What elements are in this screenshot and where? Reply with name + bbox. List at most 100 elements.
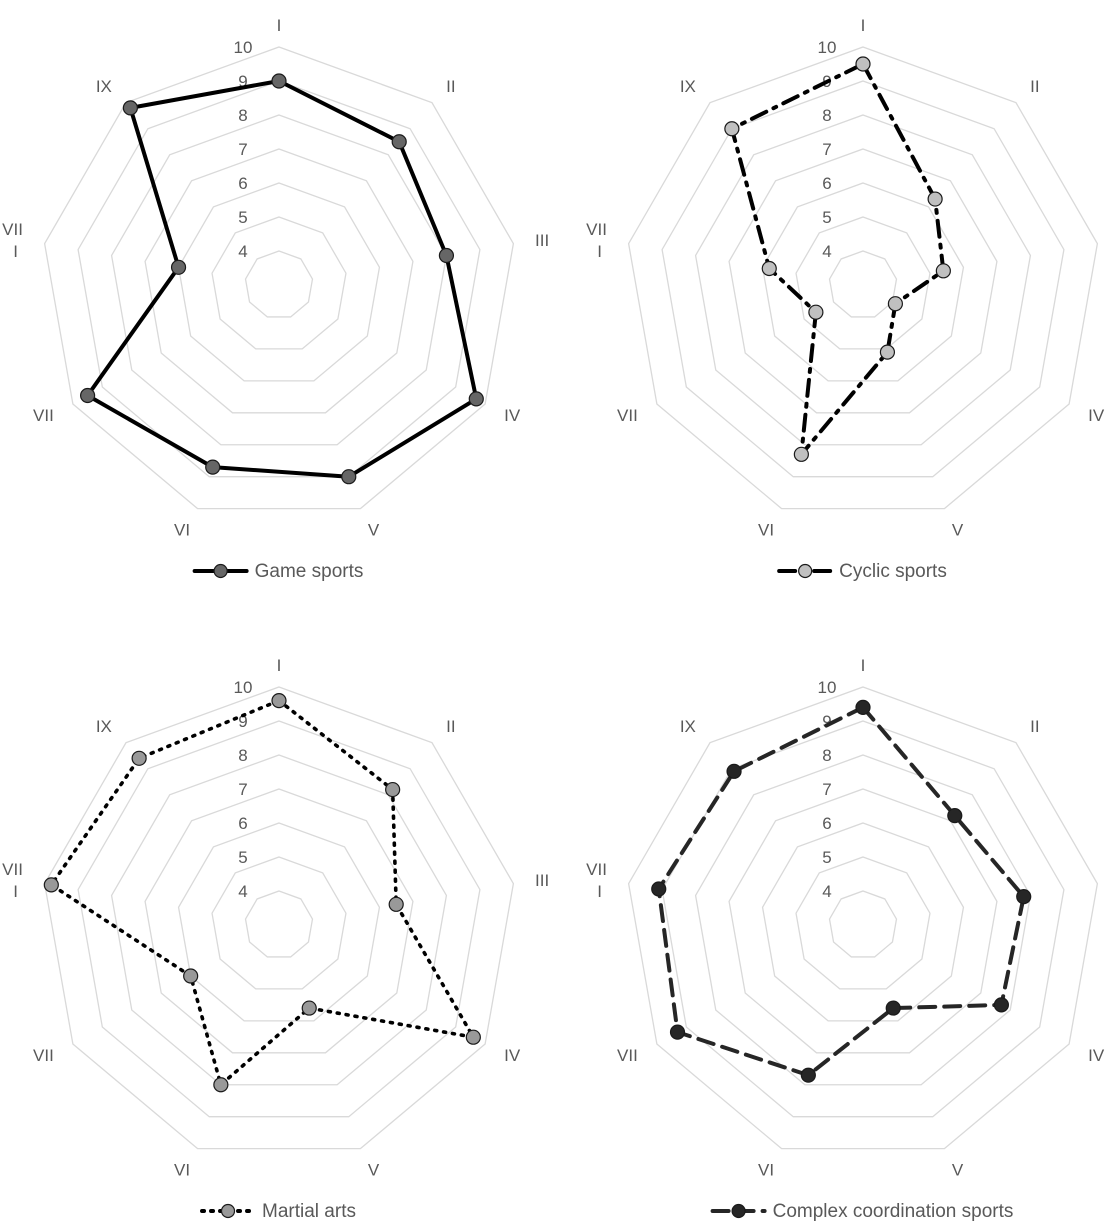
axis-label: IV <box>504 1046 521 1065</box>
data-point <box>122 100 138 116</box>
data-point <box>887 296 903 312</box>
data-point <box>438 247 455 264</box>
data-point <box>170 259 187 275</box>
data-point <box>927 191 943 207</box>
tick-label: 4 <box>238 242 247 261</box>
axis-label: I <box>861 656 866 675</box>
data-point <box>761 260 777 277</box>
tick-label: 4 <box>822 882 831 901</box>
legend: Complex coordination sports <box>710 1201 1014 1222</box>
axis-label: VI <box>758 1160 774 1179</box>
tick-label: 5 <box>822 208 831 227</box>
legend-label: Cyclic sports <box>839 561 947 582</box>
data-point <box>993 997 1009 1013</box>
data-point <box>301 1000 317 1016</box>
data-point <box>43 877 59 893</box>
grid-ring <box>828 250 898 318</box>
grid-ring <box>77 720 481 1118</box>
tick-label: 4 <box>822 242 831 261</box>
data-point <box>80 387 96 404</box>
grid-ring <box>110 114 448 446</box>
legend-label: Game sports <box>255 561 364 582</box>
grid-ring <box>728 788 998 1054</box>
axis-label: VI <box>174 520 190 539</box>
radar-chart-4: 45678910IIIIIIIVVVIVIIVIIIIXComplex coor… <box>586 656 1105 1222</box>
axis-label: VII <box>33 1046 54 1065</box>
axis-label: V <box>952 520 964 539</box>
tick-label: 10 <box>234 38 253 57</box>
axis-label: I <box>861 16 866 35</box>
axis-label: II <box>446 717 455 736</box>
axis-label: VII <box>617 406 638 425</box>
tick-label: 6 <box>822 814 831 833</box>
data-point <box>465 1029 481 1045</box>
axis-label: VI <box>174 1160 190 1179</box>
grid-ring <box>694 114 1032 446</box>
axis-label: VI <box>758 520 774 539</box>
grid-ring <box>627 46 1099 510</box>
axis-label: IV <box>1088 1046 1105 1065</box>
tick-label: 5 <box>822 848 831 867</box>
grid-ring <box>761 182 965 382</box>
grid-ring <box>244 890 314 958</box>
grid-ring <box>661 80 1065 478</box>
grid-ring <box>177 822 381 1022</box>
axis-label: IX <box>680 77 696 96</box>
grid-ring <box>244 250 314 318</box>
grid-ring <box>728 148 998 414</box>
grid-ring <box>627 686 1099 1150</box>
axis-label: I <box>277 656 282 675</box>
data-point <box>341 469 357 485</box>
data-point <box>724 121 740 137</box>
data-point <box>468 391 484 407</box>
grid-ring <box>211 216 347 350</box>
tick-label: 10 <box>234 678 253 697</box>
axis-label: VII I <box>2 220 23 261</box>
data-point <box>793 446 809 462</box>
tick-label: 8 <box>822 746 831 765</box>
axis-label: IV <box>504 406 521 425</box>
axis-label: IX <box>680 717 696 736</box>
grid-ring <box>43 46 515 510</box>
series-line <box>49 698 476 1087</box>
series-line <box>85 79 479 479</box>
data-point <box>205 459 221 475</box>
grid-ring <box>795 216 931 350</box>
grid-ring <box>694 754 1032 1086</box>
radar-chart-2: 45678910IIIIIIIVVVIVIIVIIIIXCyclic sport… <box>586 16 1105 582</box>
data-point <box>131 750 147 766</box>
axis-label: II <box>1030 717 1039 736</box>
axis-label: VII I <box>586 220 607 261</box>
tick-label: 6 <box>238 174 247 193</box>
data-point <box>855 56 871 72</box>
tick-label: 5 <box>238 208 247 227</box>
axis-label: V <box>368 520 380 539</box>
grid-ring <box>144 148 414 414</box>
legend: Martial arts <box>200 1201 356 1222</box>
data-point <box>388 896 404 912</box>
tick-label: 8 <box>822 106 831 125</box>
legend-marker <box>220 1203 236 1219</box>
legend-marker <box>213 563 228 579</box>
tick-label: 8 <box>238 746 247 765</box>
grid-ring <box>661 720 1065 1118</box>
data-point <box>385 781 401 798</box>
data-point <box>800 1067 816 1083</box>
data-point <box>726 763 742 779</box>
grid-ring <box>795 856 931 990</box>
axis-label: V <box>952 1160 964 1179</box>
axis-label: VII I <box>586 860 607 901</box>
legend-label: Martial arts <box>262 1201 356 1222</box>
tick-label: 6 <box>822 174 831 193</box>
legend-label: Complex coordination sports <box>773 1201 1014 1222</box>
data-point <box>651 881 667 897</box>
tick-label: 5 <box>238 848 247 867</box>
legend-marker <box>731 1203 746 1219</box>
axis-label: IX <box>96 717 112 736</box>
data-point <box>1016 889 1032 905</box>
grid-ring <box>211 856 347 990</box>
tick-label: 7 <box>822 140 831 159</box>
tick-label: 10 <box>818 678 837 697</box>
data-point <box>947 808 963 824</box>
